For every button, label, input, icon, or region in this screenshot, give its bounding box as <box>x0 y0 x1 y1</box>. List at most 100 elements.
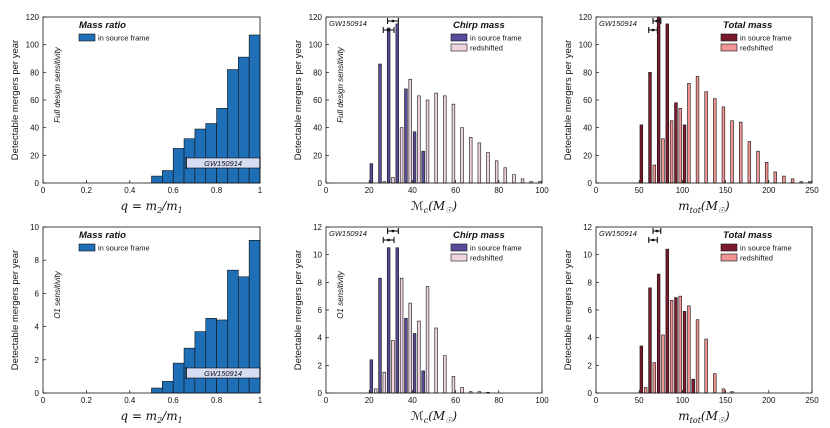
legend-title: Mass ratio <box>79 230 126 241</box>
bar <box>665 248 669 394</box>
bar <box>747 141 752 184</box>
bar <box>408 78 412 184</box>
bar <box>391 340 395 394</box>
bar <box>639 345 644 394</box>
y-axis-label: Detectable mergers per year <box>293 40 304 160</box>
bar <box>661 334 665 394</box>
legend-title: Mass ratio <box>79 20 126 31</box>
bar <box>512 174 516 184</box>
gw-marker <box>655 19 659 23</box>
bar <box>756 150 760 184</box>
y-tick-label: 4 <box>35 323 40 332</box>
y-tick-label: 12 <box>313 223 322 232</box>
bar <box>639 124 644 184</box>
bar <box>443 95 447 184</box>
y-tick-label: 120 <box>26 13 40 22</box>
bar <box>404 88 408 184</box>
bar <box>151 387 163 394</box>
gw-marker <box>651 28 655 32</box>
bar <box>739 121 743 184</box>
bar <box>162 381 174 394</box>
bar <box>391 177 395 184</box>
x-axis-label: q = m2/m1 <box>120 409 182 425</box>
bar <box>678 295 682 394</box>
x-tick-label: 40 <box>408 396 417 405</box>
bar <box>395 247 399 394</box>
bar <box>687 305 691 394</box>
y-tick-label: 100 <box>579 41 593 50</box>
x-tick-label: 40 <box>408 186 417 195</box>
y-tick-label: 2 <box>318 361 323 370</box>
bar <box>678 108 682 184</box>
bar <box>172 148 185 184</box>
legend-swatch <box>450 33 468 42</box>
bar <box>216 319 228 394</box>
x-tick-label: 0.6 <box>168 396 180 405</box>
y-tick-label: 120 <box>579 13 593 22</box>
x-tick-label: 0 <box>41 186 46 195</box>
gw-label: GW150914 <box>329 229 367 238</box>
y-tick-label: 2 <box>588 361 593 370</box>
x-axis-label: q = m2/m1 <box>120 199 182 215</box>
legend-swatch <box>450 243 468 252</box>
bar <box>704 338 708 394</box>
chart-mt-full: 0 20 40 60 80 100 120 0 50 100 150 200 250 Detectable… <box>563 13 819 215</box>
legend-label: in source frame <box>98 244 150 253</box>
y-tick-label: 40 <box>583 124 592 133</box>
axes-frame <box>42 226 261 394</box>
bar <box>373 388 378 394</box>
y-tick-label: 8 <box>588 278 593 287</box>
bar <box>665 23 669 184</box>
bar <box>469 137 473 184</box>
y-tick-label: 100 <box>26 41 40 50</box>
gw-label: GW150914 <box>599 229 637 238</box>
x-tick-label: 150 <box>719 186 733 195</box>
bar <box>417 320 421 394</box>
bar <box>656 273 661 394</box>
x-tick-label: 200 <box>762 396 776 405</box>
x-tick-label: 1 <box>258 186 263 195</box>
y-tick-label: 0 <box>35 179 40 188</box>
x-axis-label: mtot(M☉) <box>678 199 730 215</box>
y-tick-label: 12 <box>583 223 592 232</box>
bar <box>691 378 695 394</box>
y-tick-label: 60 <box>583 96 592 105</box>
bar <box>477 142 482 184</box>
chart-q-full: 0 20 40 60 80 100 120 0 0.2 0.4 0.6 0.8 1 Detectable … <box>10 13 263 215</box>
bar <box>172 362 185 394</box>
y-tick-label: 4 <box>318 334 323 343</box>
bar <box>687 83 691 184</box>
legend-label: in source frame <box>740 244 792 253</box>
bar <box>643 387 648 394</box>
gw-marker <box>651 238 655 242</box>
x-tick-label: 0.2 <box>81 396 93 405</box>
x-tick-label: 0.4 <box>124 396 136 405</box>
legend-swatch <box>720 33 738 42</box>
bar <box>503 167 507 184</box>
y-tick-label: 0 <box>588 179 593 188</box>
bar <box>782 175 786 184</box>
x-tick-label: 0.8 <box>211 396 223 405</box>
legend-title: Chirp mass <box>453 230 505 241</box>
legend-label: in source frame <box>470 34 522 43</box>
y-tick-label: 0 <box>588 389 593 398</box>
legend-label: redshifted <box>470 44 503 53</box>
bar <box>460 127 464 184</box>
bar <box>151 175 163 184</box>
bar <box>648 287 652 394</box>
y-tick-label: 80 <box>30 68 39 77</box>
y-tick-label: 40 <box>30 124 39 133</box>
sensitivity-label: Full design sensitivity <box>336 46 345 123</box>
legend-label: in source frame <box>740 34 792 43</box>
y-tick-label: 10 <box>583 251 592 260</box>
bar <box>408 302 412 394</box>
x-tick-label: 0 <box>324 186 329 195</box>
bar <box>652 164 657 184</box>
x-tick-label: 150 <box>719 396 733 405</box>
x-tick-label: 20 <box>365 186 374 195</box>
x-tick-label: 50 <box>635 186 644 195</box>
bar <box>369 163 374 184</box>
bar <box>382 371 387 394</box>
bar <box>205 123 217 184</box>
